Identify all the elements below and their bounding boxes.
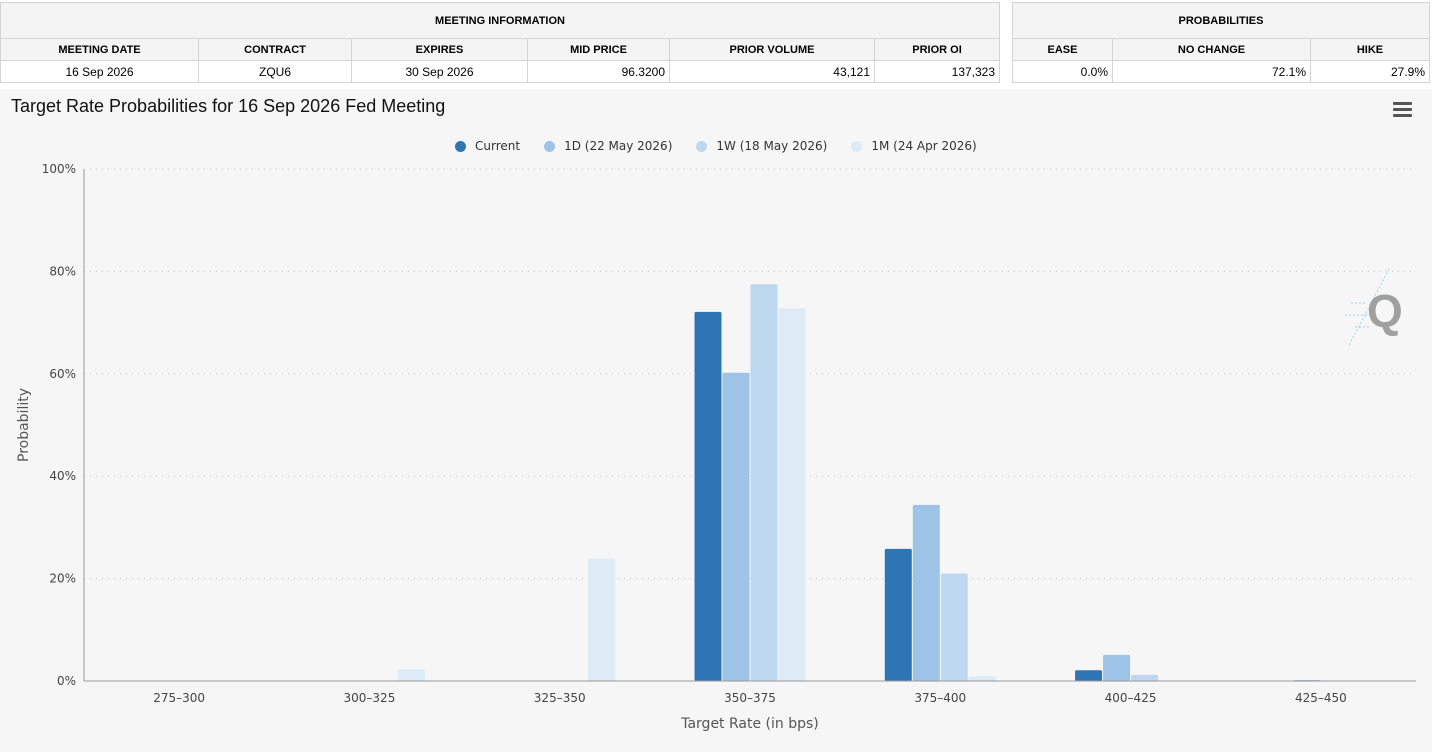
legend-dot-icon [544, 140, 556, 152]
column-header-meeting-date: MEETING DATE [0, 38, 199, 61]
table-row: 16 Sep 2026 ZQU6 30 Sep 2026 96.3200 43,… [0, 60, 1001, 83]
bar[interactable] [694, 311, 722, 681]
ease-cell: 0.0% [1012, 60, 1113, 83]
bar[interactable] [912, 504, 940, 681]
legend-label: 1D (22 May 2026) [564, 139, 673, 153]
column-header-hike: HIKE [1309, 38, 1431, 61]
bar-chart: 0% 20% 40% 60% 80% 100% 275–300 300–325 325–350 3… [16, 162, 1416, 732]
bar[interactable] [884, 548, 912, 681]
y-tick-label: 40% [49, 469, 76, 483]
hamburger-menu-icon[interactable] [1393, 102, 1412, 119]
bar[interactable] [588, 558, 616, 681]
expires-cell: 30 Sep 2026 [351, 60, 528, 83]
meeting-date-cell: 16 Sep 2026 [0, 60, 199, 83]
prior-volume-cell: 43,121 [669, 60, 875, 83]
bar[interactable] [968, 676, 996, 681]
q-logo-icon: Q [1345, 268, 1403, 346]
bar[interactable] [750, 284, 778, 681]
chart-panel: 0% 20% 40% 60% 80% 100% 275–300 300–325 325–350 3… [0, 89, 1432, 752]
svg-text:Q: Q [1367, 285, 1403, 337]
column-header-no-change: NO CHANGE [1112, 38, 1311, 61]
x-tick-label: 400–425 [1105, 691, 1157, 705]
legend-dot-icon [696, 140, 708, 152]
legend-item[interactable]: Current [455, 139, 520, 153]
x-tick-label: 425–450 [1295, 691, 1347, 705]
chart-legend: Current 1D (22 May 2026) 1W (18 May 2026) 1… [455, 139, 1001, 153]
legend-label: 1M (24 Apr 2026) [871, 139, 977, 153]
bar[interactable] [1075, 670, 1103, 681]
column-header-prior-oi: PRIOR OI [873, 38, 1001, 61]
x-tick-label: 375–400 [914, 691, 966, 705]
legend-item[interactable]: 1M (24 Apr 2026) [851, 139, 977, 153]
legend-item[interactable]: 1D (22 May 2026) [544, 139, 672, 153]
no-change-cell: 72.1% [1112, 60, 1311, 83]
bar[interactable] [1131, 674, 1159, 681]
meeting-information-table: MEETING INFORMATION MEETING DATE CONTRAC… [0, 2, 1001, 83]
prior-oi-cell: 137,323 [873, 60, 1001, 83]
column-header-contract: CONTRACT [198, 38, 352, 61]
y-tick-label: 100% [42, 162, 76, 176]
column-header-ease: EASE [1012, 38, 1113, 61]
bar[interactable] [397, 669, 425, 681]
mid-price-cell: 96.3200 [527, 60, 670, 83]
x-tick-label: 300–325 [344, 691, 396, 705]
column-header-prior-volume: PRIOR VOLUME [669, 38, 875, 61]
hike-cell: 27.9% [1309, 60, 1431, 83]
bar[interactable] [940, 573, 968, 681]
y-tick-label: 60% [49, 367, 76, 381]
bar[interactable] [778, 308, 806, 681]
y-tick-label: 20% [49, 572, 76, 586]
y-tick-label: 0% [57, 674, 76, 688]
y-tick-label: 80% [49, 264, 76, 278]
table-row: 0.0% 72.1% 27.9% [1012, 60, 1431, 83]
probabilities-table: PROBABILITIES EASE NO CHANGE HIKE 0.0% 7… [1011, 2, 1431, 83]
bar[interactable] [1103, 654, 1131, 681]
legend-dot-icon [455, 140, 466, 152]
column-header-expires: EXPIRES [351, 38, 528, 61]
bar[interactable] [722, 372, 750, 681]
contract-cell: ZQU6 [198, 60, 352, 83]
legend-label: 1W (18 May 2026) [716, 139, 828, 153]
x-tick-label: 275–300 [153, 691, 205, 705]
legend-dot-icon [851, 140, 863, 152]
legend-item[interactable]: 1W (18 May 2026) [696, 139, 827, 153]
column-header-mid-price: MID PRICE [527, 38, 670, 61]
probabilities-header: PROBABILITIES [1011, 2, 1431, 39]
y-axis-title: Probability [16, 388, 32, 462]
x-tick-label: 325–350 [534, 691, 586, 705]
legend-label: Current [475, 139, 521, 153]
x-tick-label: 350–375 [724, 691, 776, 705]
chart-title: Target Rate Probabilities for 16 Sep 202… [11, 96, 446, 116]
meeting-information-header: MEETING INFORMATION [0, 2, 1001, 39]
x-axis-title: Target Rate (in bps) [680, 716, 819, 732]
